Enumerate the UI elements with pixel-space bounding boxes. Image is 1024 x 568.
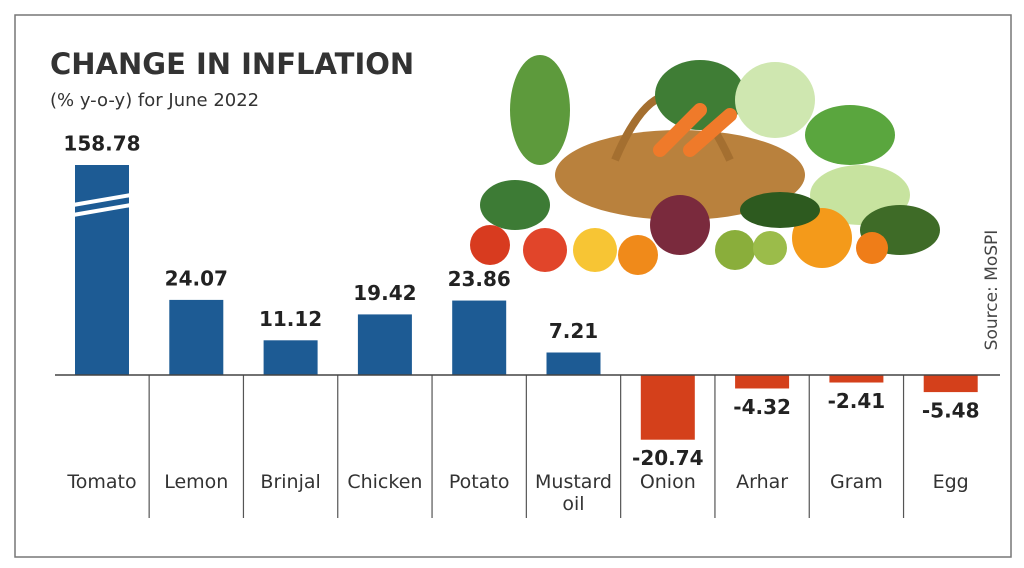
chart-subtitle: (% y-o-y) for June 2022: [50, 90, 259, 111]
bar: [923, 375, 978, 393]
bar: [357, 314, 412, 375]
bar: [169, 299, 224, 375]
x-tick-label: Potato: [448, 471, 510, 493]
value-label: 7.21: [549, 319, 598, 343]
value-label: 19.42: [353, 281, 416, 305]
value-label: -5.48: [922, 399, 980, 423]
axis-break: [72, 193, 132, 217]
bar: [640, 375, 695, 440]
value-label: 11.12: [259, 307, 322, 331]
frame: [14, 14, 1012, 558]
bar: [546, 352, 601, 375]
bar: [829, 375, 884, 383]
value-label: -20.74: [632, 446, 704, 470]
value-label: -2.41: [828, 389, 886, 413]
source: Source: MoSPI: [982, 230, 1002, 351]
value-label: 23.86: [448, 267, 511, 291]
value-label: -4.32: [733, 395, 791, 419]
x-tick-label: Onion: [639, 471, 696, 493]
value-label: 158.78: [63, 132, 140, 156]
value-label: 24.07: [165, 266, 228, 290]
chart-title: CHANGE IN INFLATION: [50, 47, 414, 81]
x-tick-label: Mustard oil: [535, 471, 612, 515]
x-tick-label: Tomato: [67, 471, 137, 493]
x-tick-label: Lemon: [164, 471, 229, 493]
x-tick-label: Gram: [830, 471, 883, 493]
x-tick-label: Arhar: [736, 471, 789, 493]
bar: [735, 375, 790, 389]
bar: [452, 300, 507, 375]
bar: [263, 340, 318, 375]
produce-illustration: [470, 55, 940, 275]
x-tick-label: Egg: [932, 471, 969, 493]
x-tick-label: Brinjal: [260, 471, 321, 493]
x-tick-label: Chicken: [347, 471, 423, 493]
